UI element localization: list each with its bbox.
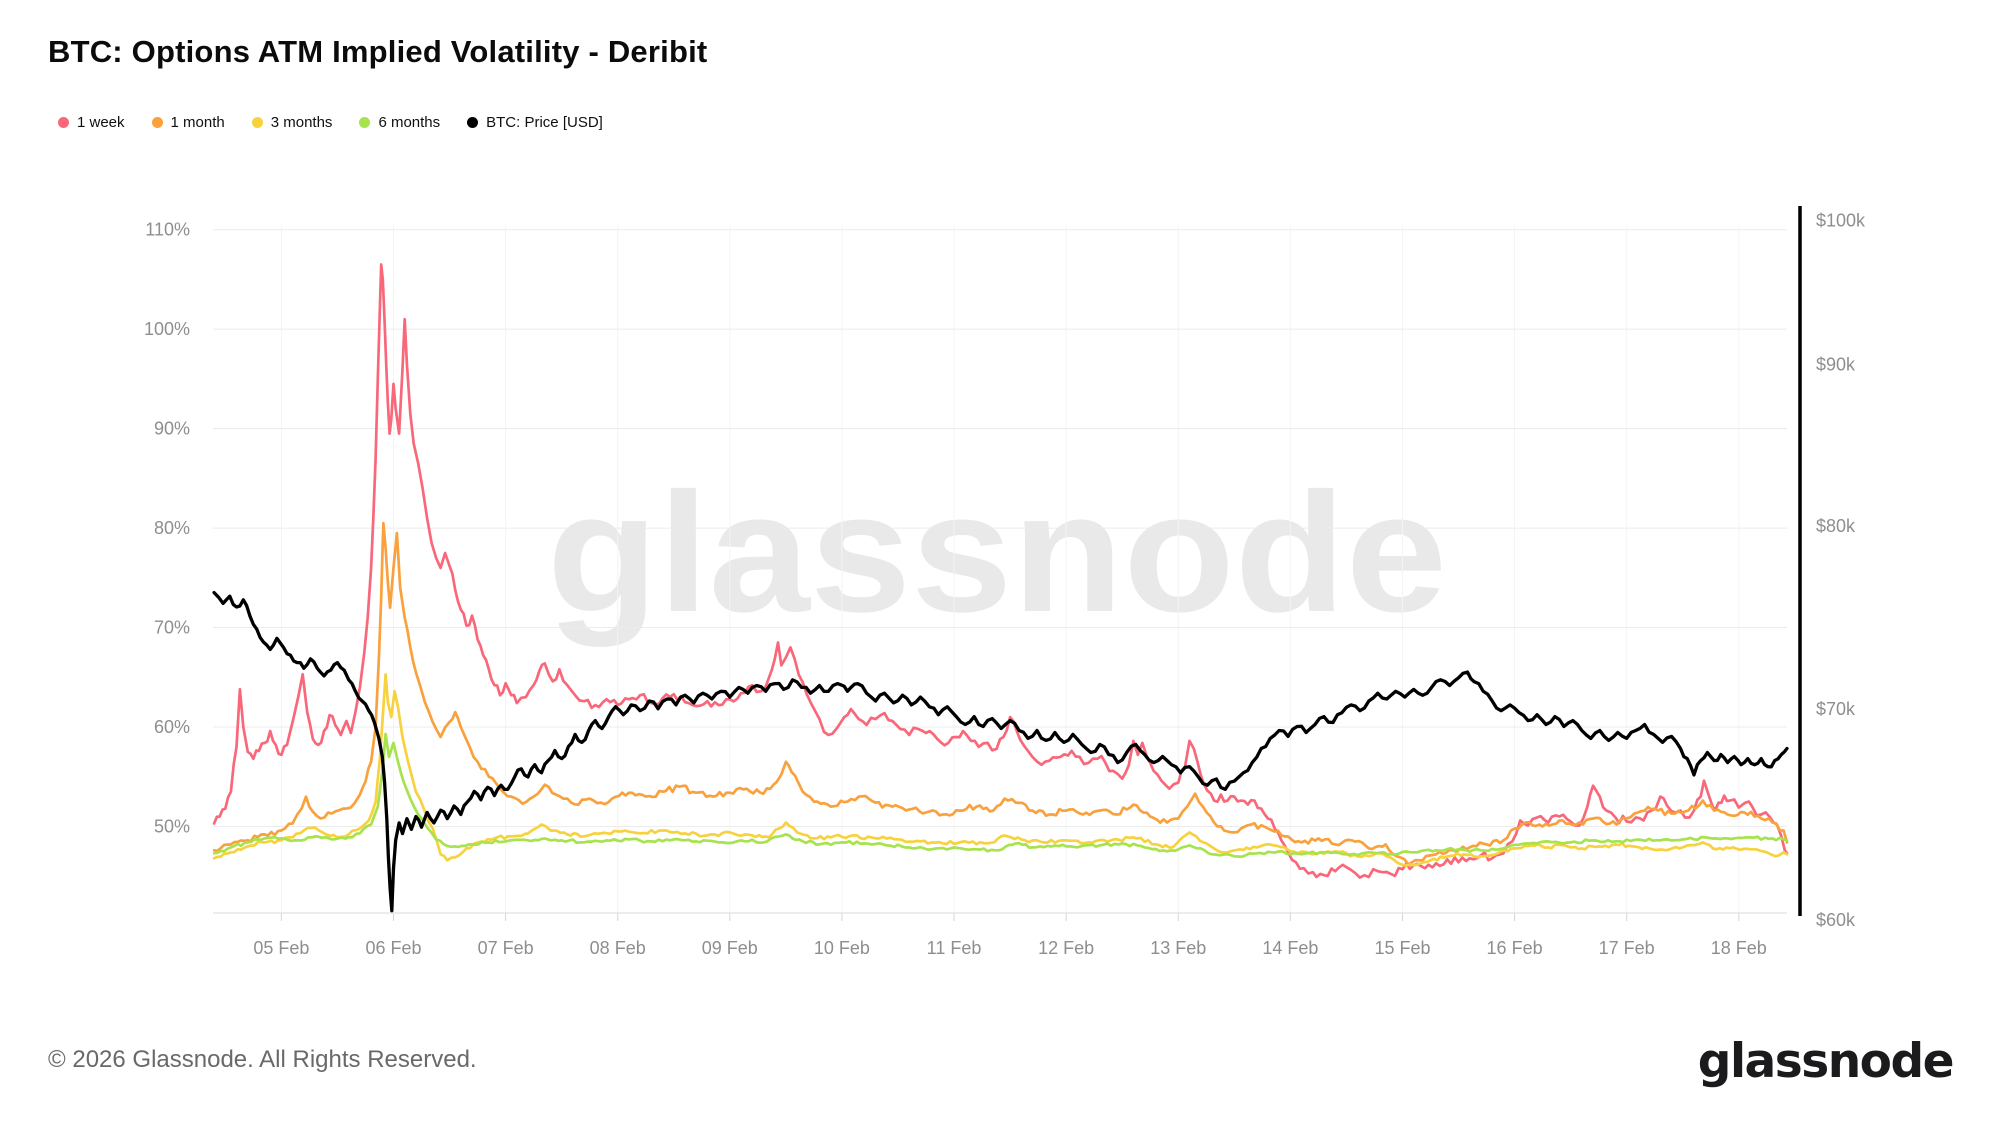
legend-dot-icon: [359, 117, 371, 128]
right-tick-label: $60k: [1816, 910, 1856, 930]
right-tick-label: $70k: [1816, 699, 1856, 719]
x-tick-label: 15 Feb: [1374, 938, 1430, 958]
x-tick-label: 08 Feb: [590, 938, 646, 958]
left-tick-label: 110%: [145, 220, 190, 240]
legend-dot-icon: [151, 117, 163, 128]
left-tick-label: 80%: [154, 518, 190, 538]
x-tick-label: 11 Feb: [927, 938, 982, 958]
legend-item-btc-price[interactable]: BTC: Price [USD]: [467, 114, 603, 131]
legend-dot-icon: [58, 117, 69, 128]
x-tick-label: 07 Feb: [478, 938, 534, 958]
series-line-1-week: [212, 263, 1789, 879]
right-tick-label: $100k: [1816, 210, 1866, 230]
legend-item-label: 1 week: [77, 114, 125, 131]
legend-item-label: 1 month: [170, 114, 225, 131]
series-line-1-month: [212, 521, 1789, 866]
series-line-btc-price-usd-: [212, 590, 1789, 913]
left-tick-label: 100%: [144, 319, 190, 339]
series-lines: [212, 263, 1789, 913]
legend-dot-icon: [467, 117, 479, 128]
left-tick-label: 60%: [154, 717, 190, 737]
x-tick-label: 12 Feb: [1038, 938, 1094, 958]
right-tick-label: $80k: [1816, 516, 1856, 536]
x-tick-label: 17 Feb: [1599, 938, 1655, 958]
page-title: BTC: Options ATM Implied Volatility - De…: [48, 34, 708, 69]
legend-item-3-months[interactable]: 3 months: [251, 114, 333, 131]
x-axis: 05 Feb 06 Feb 07 Feb 08 Feb 09 Feb 10 Feb 11 F…: [253, 226, 1767, 958]
legend-item-label: 6 months: [378, 114, 441, 131]
x-tick-label: 06 Feb: [365, 938, 421, 958]
left-tick-label: 70%: [154, 618, 190, 638]
legend-dot-icon: [251, 117, 263, 128]
right-axis: $100k $90k $80k $70k $60k: [1816, 210, 1866, 929]
x-tick-label: 14 Feb: [1262, 938, 1318, 958]
copyright-text: © 2026 Glassnode. All Rights Reserved.: [48, 1046, 477, 1073]
legend-item-1-month[interactable]: 1 month: [151, 114, 225, 131]
x-tick-label: 10 Feb: [814, 938, 870, 958]
x-tick-label: 05 Feb: [253, 938, 309, 958]
series-line-3-months: [212, 672, 1789, 867]
left-axis: 110% 100% 90% 80% 70% 60% 50%: [144, 220, 1787, 836]
x-tick-label: 09 Feb: [702, 938, 758, 958]
legend-item-label: BTC: Price [USD]: [486, 114, 603, 131]
glassnode-logo: glassnode: [1697, 1034, 1955, 1089]
x-tick-label: 13 Feb: [1150, 938, 1206, 958]
glassnode-watermark: glassnode: [547, 458, 1447, 648]
x-tick-label: 18 Feb: [1711, 938, 1767, 958]
legend-item-1-week[interactable]: 1 week: [58, 114, 125, 131]
legend-item-6-months[interactable]: 6 months: [359, 114, 440, 131]
legend-item-label: 3 months: [270, 114, 333, 131]
right-tick-label: $90k: [1816, 355, 1856, 375]
series-line-6-months: [212, 732, 1789, 859]
x-tick-label: 16 Feb: [1487, 938, 1543, 958]
chart-legend: 1 week 1 month 3 months 6 months BTC: Pr…: [58, 114, 603, 131]
left-tick-label: 50%: [154, 816, 190, 836]
left-tick-label: 90%: [154, 419, 190, 439]
